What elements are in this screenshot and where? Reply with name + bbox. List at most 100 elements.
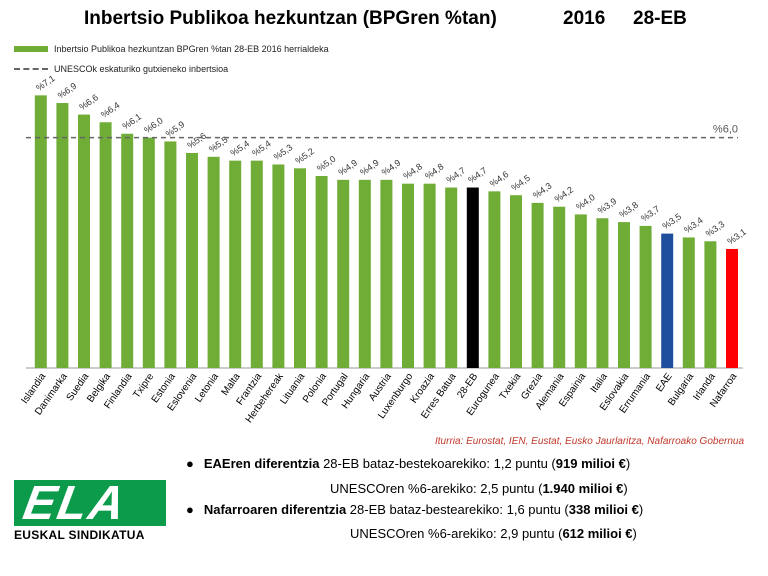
close-paren: ) (632, 526, 637, 541)
x-tick-label: EAE (654, 371, 675, 394)
bar-hungaria (358, 179, 371, 368)
data-label: %5,9 (164, 119, 187, 139)
bar-eslovenia (186, 152, 198, 368)
eae-unesco-text: UNESCOren %6-arekiko: 2,5 puntu ( (330, 481, 543, 496)
eae-diff-amount: 919 milioi € (555, 456, 626, 471)
naf-diff-text: 28-EB bataz-bestearekiko: 1,6 puntu ( (346, 502, 569, 517)
bar-suedia (78, 114, 90, 368)
bar-frantzia (250, 160, 263, 368)
naf-unesco-amount: 612 milioi € (562, 526, 633, 541)
close-paren: ) (638, 502, 644, 517)
bar-txipre (142, 137, 155, 368)
ela-logo-subtitle: EUSKAL SINDIKATUA (14, 528, 145, 542)
data-label: %3,1 (725, 227, 748, 247)
data-label: %3,7 (639, 204, 662, 224)
data-label: %4,9 (337, 158, 360, 178)
data-label: %6,0 (142, 115, 165, 135)
bullet-icon: ● (186, 456, 194, 471)
source-note: Iturria: Eurostat, IEN, Eustat, Eusko Ja… (435, 436, 745, 447)
bar-herbehereak (272, 164, 285, 368)
data-label: %4,6 (488, 169, 511, 189)
bar-polonia (315, 176, 328, 368)
data-label: %3,9 (596, 196, 619, 216)
eae-diff-line2: UNESCOren %6-arekiko: 2,5 puntu (1.940 m… (330, 481, 628, 496)
bar-italia (596, 218, 609, 368)
data-label: %3,5 (661, 211, 684, 231)
close-paren: ) (625, 456, 631, 471)
bar-erres-batua (445, 187, 458, 368)
bar-eslovakia (618, 222, 630, 368)
naf-diff-line2: UNESCOren %6-arekiko: 2,9 puntu (612 mil… (350, 526, 637, 541)
data-label: %3,3 (704, 219, 727, 239)
legend-line-label: UNESCOk eskaturiko gutxieneko inbertsioa (54, 64, 229, 74)
bar-eurogunea (488, 191, 501, 368)
bar-errumania (639, 225, 652, 368)
eae-diff-line1: ● EAEren diferentzia 28-EB bataz-bestekoa… (186, 456, 630, 471)
bar-alemania (553, 206, 566, 368)
data-label: %4,8 (401, 161, 424, 181)
eae-diff-title: EAEren diferentzia (203, 456, 320, 471)
bar-eae (661, 233, 674, 368)
bar-bulgaria (682, 237, 695, 368)
data-label: %6,1 (121, 111, 144, 131)
data-label: %4,8 (423, 161, 446, 181)
chart-title: Inbertsio Publikoa hezkuntzan (BPGren %t… (84, 8, 497, 29)
bar-finlandia (121, 133, 134, 368)
chart-year: 2016 (563, 8, 606, 29)
naf-diff-amount: 338 milioi € (568, 502, 639, 517)
bar-kroazia (423, 183, 436, 368)
data-label: %5,0 (315, 154, 338, 174)
bar-28-eb (466, 187, 479, 368)
ela-logo: ELA EUSKAL SINDIKATUA (14, 477, 174, 542)
legend-reference: UNESCOk eskaturiko gutxieneko inbertsioa (14, 62, 228, 76)
bar-espainia (574, 214, 587, 368)
legend-dash-swatch (14, 68, 48, 70)
legend-bars: Inbertsio Publikoa hezkuntzan BPGren %ta… (14, 42, 329, 56)
data-label: %3,4 (682, 215, 705, 235)
data-label: %4,0 (574, 192, 597, 212)
bar-islandia (34, 95, 47, 369)
bar-danimarka (56, 103, 69, 368)
bar-austria (380, 179, 393, 368)
bar-luxenburgo (402, 183, 414, 368)
data-label: %4,9 (380, 158, 403, 178)
bar-irlanda (704, 241, 717, 368)
reference-line-label: %6,0 (713, 124, 738, 136)
bar-letonia (207, 156, 220, 368)
bar-malta (229, 160, 242, 368)
bar-portugal (337, 179, 350, 368)
data-label: %5,3 (272, 142, 295, 162)
bar-grezia (531, 202, 544, 368)
bullet-icon: ● (186, 502, 194, 517)
legend-bar-swatch (14, 46, 48, 52)
ela-logo-mark: ELA (14, 477, 166, 530)
data-label: %5,2 (293, 146, 316, 166)
data-label: %3,8 (617, 200, 640, 220)
x-tick-label: Italia (589, 371, 610, 395)
close-paren: ) (623, 481, 628, 496)
bar-nafarroa (726, 248, 738, 368)
data-label: %4,2 (553, 184, 576, 204)
data-label: %4,5 (509, 173, 532, 193)
ela-logo-text: ELA (19, 477, 131, 530)
x-tick-label: Letonia (193, 371, 221, 405)
naf-diff-title: Nafarroaren diferentzia (203, 502, 347, 517)
data-label: %4,3 (531, 181, 554, 201)
eae-unesco-amount: 1.940 milioi € (542, 481, 624, 496)
bar-belgika (99, 122, 112, 368)
x-tick-label: Txekia (498, 371, 524, 402)
bar-estonia (164, 141, 177, 368)
bar-lituania (294, 168, 306, 368)
data-label: %6,6 (77, 92, 100, 112)
bar-txekia (510, 195, 522, 368)
eae-diff-text: 28-EB bataz-bestekoarekiko: 1,2 puntu ( (319, 456, 556, 471)
data-label: %4,9 (358, 158, 381, 178)
data-label: %4,7 (466, 165, 489, 185)
naf-unesco-text: UNESCOren %6-arekiko: 2,9 puntu ( (350, 526, 563, 541)
bar-chart: %7,1Islandia%6,9Danimarka%6,6Suedia%6,4B… (19, 73, 748, 425)
data-label: %4,7 (445, 165, 468, 185)
naf-diff-line1: ● Nafarroaren diferentzia 28-EB bataz-bes… (186, 502, 643, 517)
data-label: %5,6 (185, 131, 208, 151)
data-label: %6,9 (56, 81, 79, 101)
chart-period: 28-EB (633, 8, 687, 29)
